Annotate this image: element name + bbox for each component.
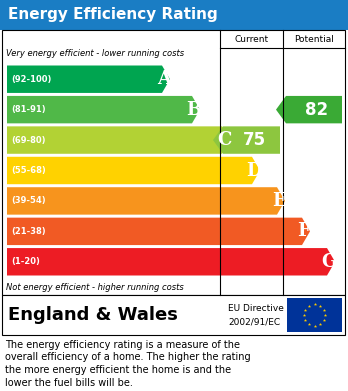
Text: Not energy efficient - higher running costs: Not energy efficient - higher running co… (6, 283, 184, 292)
Polygon shape (7, 157, 260, 184)
Text: Very energy efficient - lower running costs: Very energy efficient - lower running co… (6, 50, 184, 59)
Text: (21-38): (21-38) (11, 227, 46, 236)
Text: 75: 75 (243, 131, 266, 149)
Text: G: G (321, 253, 337, 271)
Polygon shape (213, 126, 280, 154)
Text: (39-54): (39-54) (11, 196, 46, 205)
Polygon shape (7, 66, 170, 93)
Text: Energy Efficiency Rating: Energy Efficiency Rating (8, 7, 218, 23)
Text: lower the fuel bills will be.: lower the fuel bills will be. (5, 377, 133, 387)
Bar (0, 0, 348, 30)
Text: A: A (157, 70, 171, 88)
Text: C: C (217, 131, 231, 149)
Text: (81-91): (81-91) (11, 105, 46, 114)
Text: E: E (272, 192, 286, 210)
Text: England & Wales: England & Wales (8, 306, 178, 324)
Text: (55-68): (55-68) (11, 166, 46, 175)
Polygon shape (7, 218, 310, 245)
Bar (2, 30, 345, 295)
Polygon shape (276, 96, 342, 123)
Text: (69-80): (69-80) (11, 136, 46, 145)
Polygon shape (7, 126, 230, 154)
Text: overall efficiency of a home. The higher the rating: overall efficiency of a home. The higher… (5, 353, 251, 362)
Text: Current: Current (235, 34, 269, 43)
Text: F: F (298, 222, 310, 240)
Text: (92-100): (92-100) (11, 75, 52, 84)
Text: The energy efficiency rating is a measure of the: The energy efficiency rating is a measur… (5, 340, 240, 350)
Text: D: D (246, 161, 262, 179)
Polygon shape (7, 96, 200, 123)
Text: the more energy efficient the home is and the: the more energy efficient the home is an… (5, 365, 231, 375)
Polygon shape (7, 187, 285, 215)
Text: 82: 82 (306, 100, 329, 118)
Bar (287, 298, 342, 332)
Text: EU Directive
2002/91/EC: EU Directive 2002/91/EC (228, 304, 284, 326)
Text: B: B (187, 100, 201, 118)
Polygon shape (7, 248, 335, 276)
Text: (1-20): (1-20) (11, 257, 40, 266)
Bar (2, 295, 345, 335)
Text: Potential: Potential (294, 34, 334, 43)
